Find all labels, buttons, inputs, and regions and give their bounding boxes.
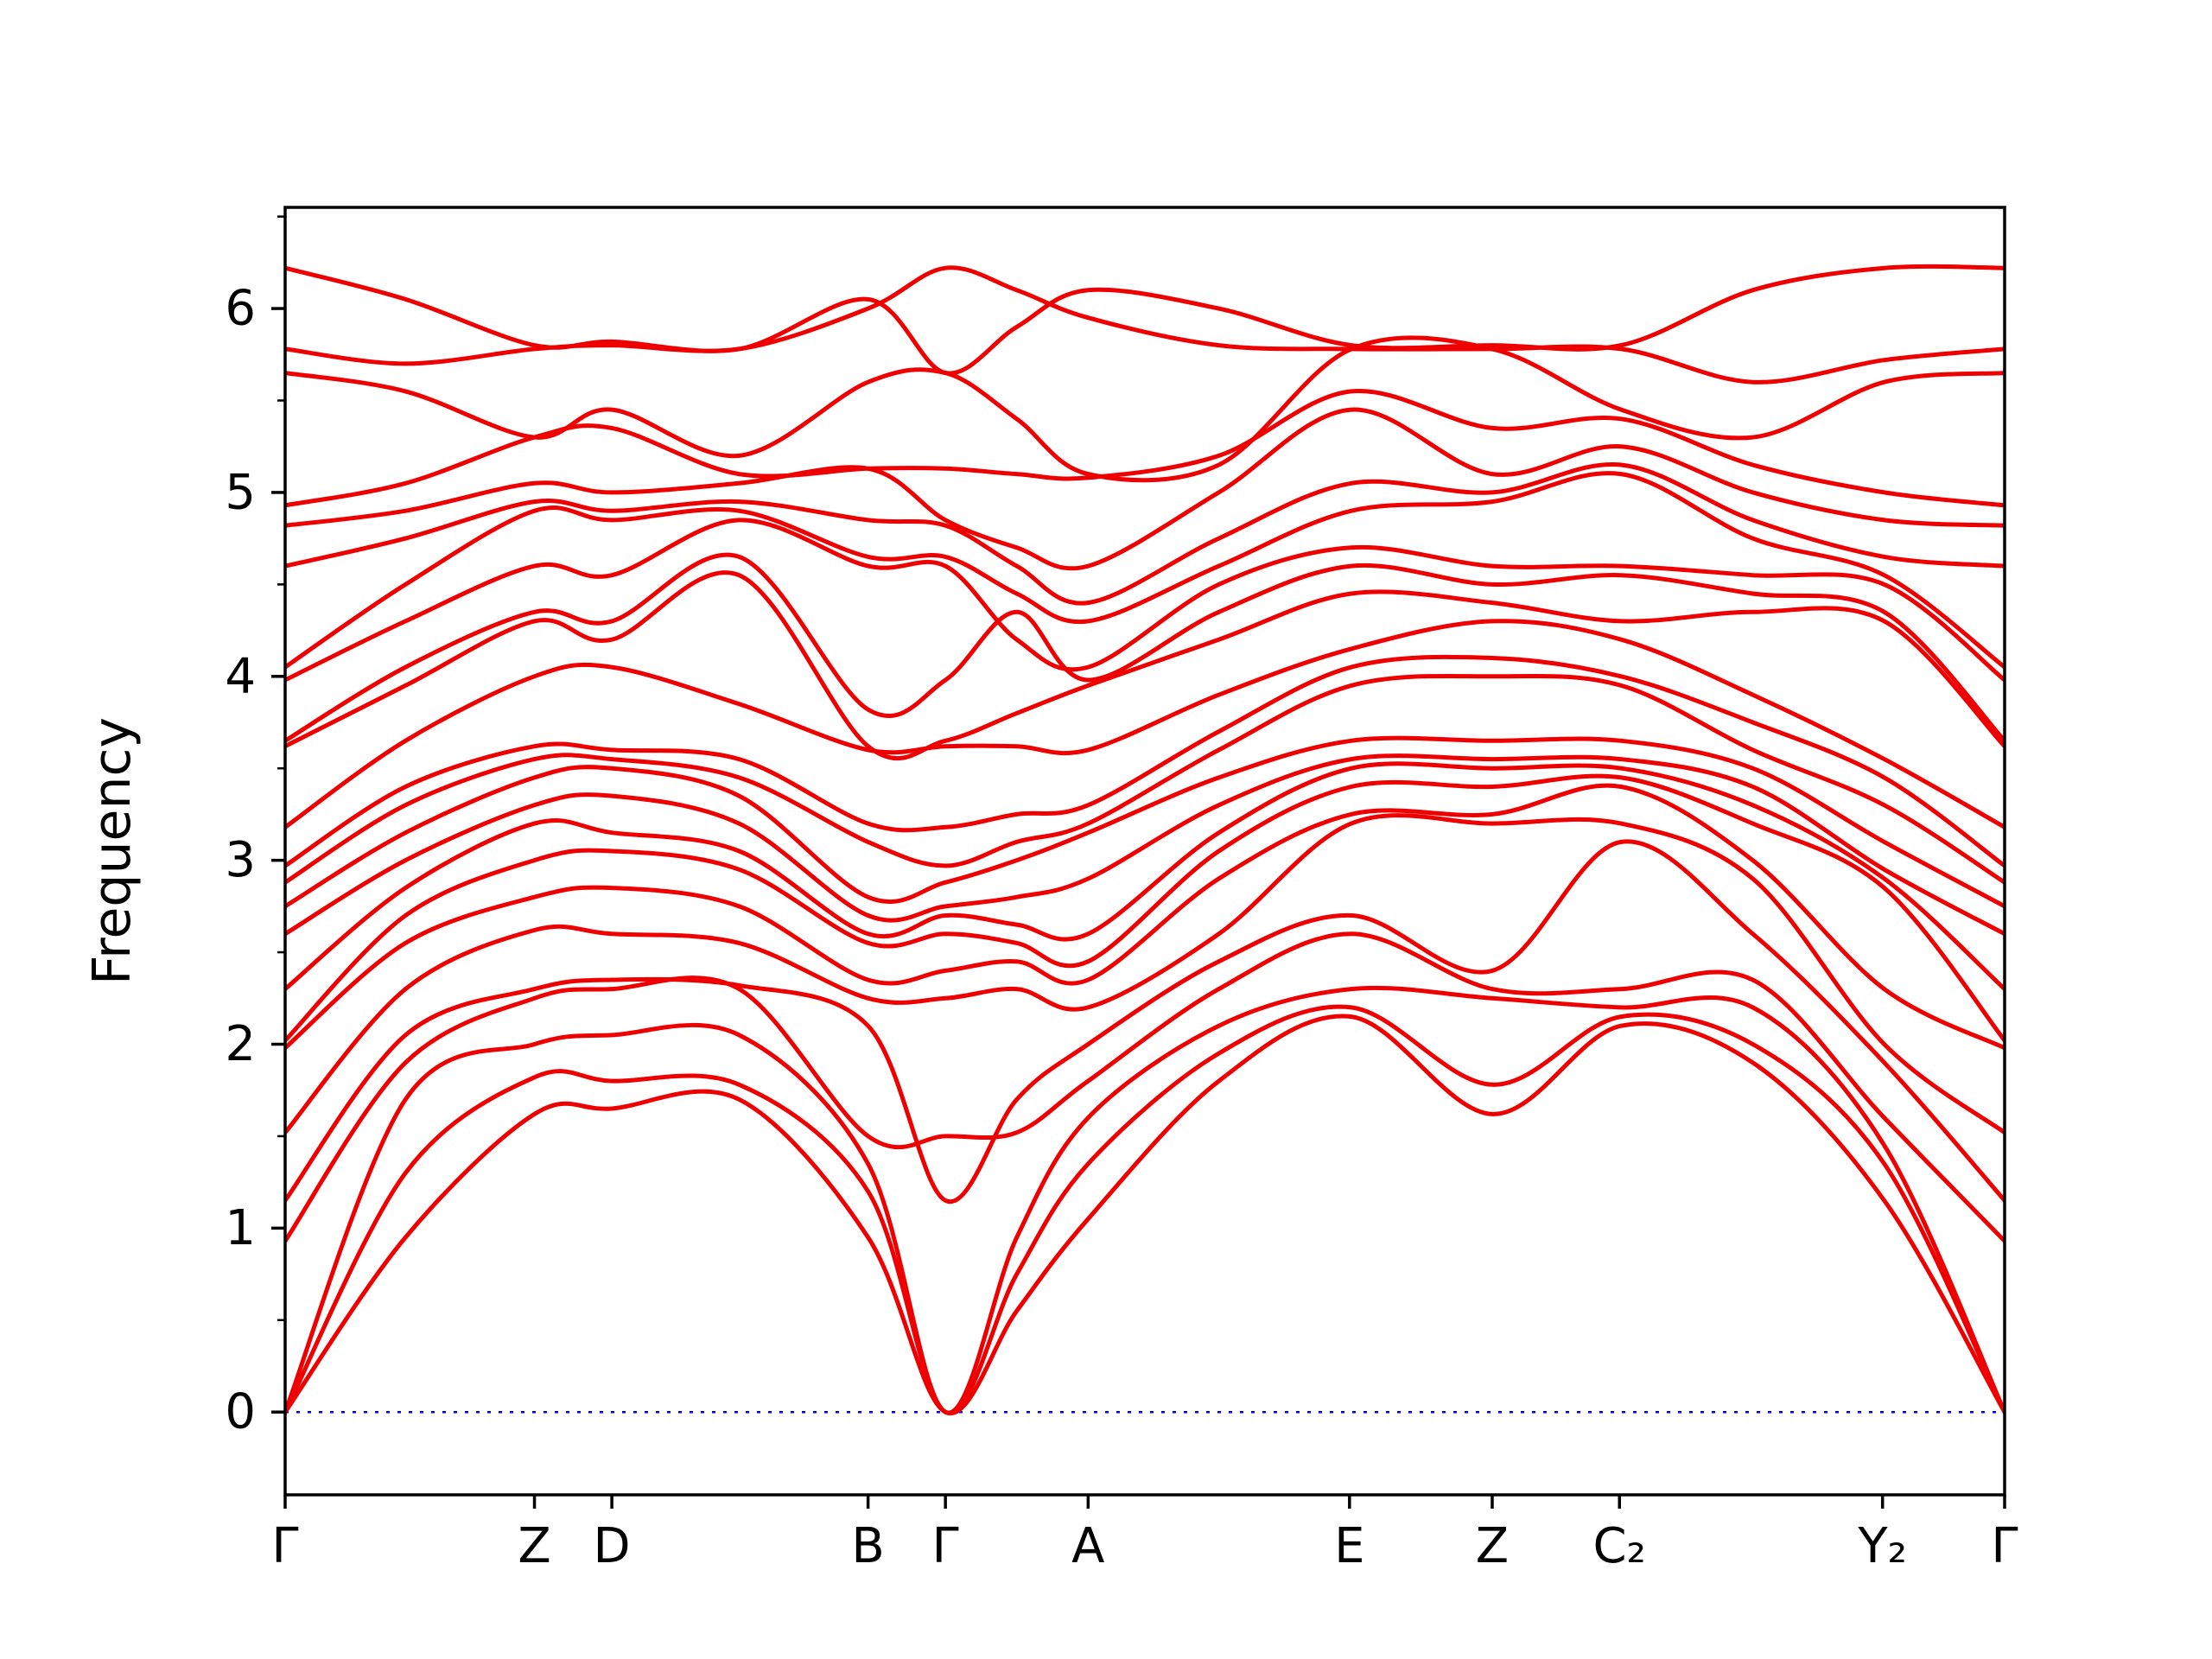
x-tick-label: Y₂ xyxy=(1857,1518,1907,1574)
x-tick-label: B xyxy=(851,1518,884,1574)
y-tick-label: 2 xyxy=(225,1016,256,1072)
band-path xyxy=(285,931,2005,1243)
x-tick-label: D xyxy=(594,1518,631,1574)
band-path xyxy=(285,619,2005,830)
y-tick-label: 4 xyxy=(225,648,256,704)
x-tick-label: E xyxy=(1334,1518,1364,1574)
x-tick-label: Z xyxy=(1476,1518,1509,1574)
y-tick-label: 1 xyxy=(225,1200,256,1256)
band-path xyxy=(285,985,2005,1415)
band-path xyxy=(285,1004,2005,1415)
band-path xyxy=(285,461,2005,606)
band-path xyxy=(285,471,2005,670)
band-path xyxy=(285,552,2005,743)
band-path xyxy=(285,673,2005,885)
y-tick-label: 6 xyxy=(225,281,256,337)
band-path xyxy=(285,735,2005,909)
band-path xyxy=(285,570,2005,760)
y-tick-label: 5 xyxy=(225,464,256,520)
phonon-bands xyxy=(285,264,2005,1416)
band-path xyxy=(285,518,2005,683)
y-tick-label: 3 xyxy=(225,832,256,888)
band-path xyxy=(285,773,2005,1043)
y-axis-label: Frequency xyxy=(82,717,143,985)
band-path xyxy=(285,654,2005,868)
band-path xyxy=(285,1014,2005,1416)
x-tick-label: C₂ xyxy=(1592,1518,1646,1574)
band-path xyxy=(285,335,2005,483)
band-path xyxy=(285,783,2005,1051)
y-tick-label: 0 xyxy=(225,1384,256,1440)
band-path xyxy=(285,839,2005,1205)
plot-frame xyxy=(283,206,2006,1497)
band-path xyxy=(285,753,2005,937)
x-tick-label: Γ xyxy=(932,1518,959,1574)
x-tick-label: A xyxy=(1071,1518,1104,1574)
band-path xyxy=(285,813,2005,1135)
band-path xyxy=(285,388,2005,508)
x-tick-label: Z xyxy=(518,1518,550,1574)
band-path xyxy=(285,264,2005,376)
band-path xyxy=(285,407,2005,571)
band-path xyxy=(285,761,2005,992)
x-tick-label: Γ xyxy=(271,1518,298,1574)
x-tick-label: Γ xyxy=(1991,1518,2018,1574)
